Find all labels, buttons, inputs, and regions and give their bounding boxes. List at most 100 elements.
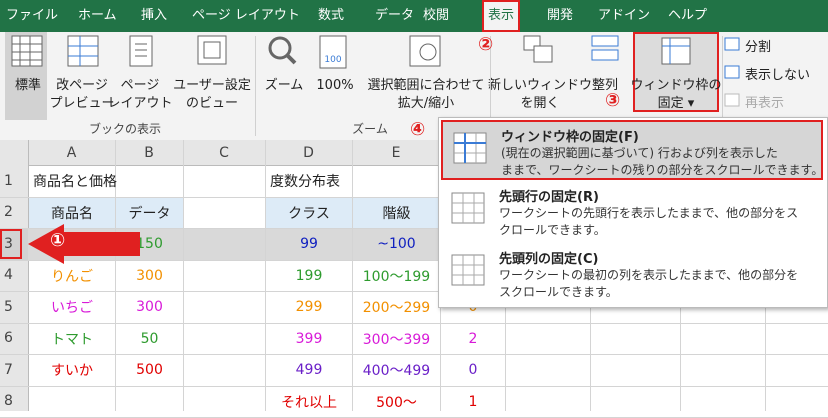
group-label: ブックの表示 xyxy=(88,122,162,136)
small-button[interactable]: 分割 xyxy=(745,40,772,55)
menu-item-title: 先頭列の固定(C) xyxy=(499,252,599,267)
menu-icon xyxy=(451,192,485,224)
cell: データ xyxy=(116,197,183,228)
cell: 商品名と価格 xyxy=(33,174,117,191)
cell: それ以上 xyxy=(281,394,337,411)
ribbon-button-label[interactable]: 整列 xyxy=(591,78,619,93)
menu-item-description: ワークシートの先頭行を表示したままで、他の部分をス xyxy=(499,206,799,220)
ribbon-tab[interactable]: データ xyxy=(375,8,415,23)
cell: 200～299 xyxy=(362,300,431,317)
menu-item-description: クロールできます。 xyxy=(499,223,606,237)
ribbon-button-label[interactable]: プレビュー xyxy=(49,96,115,111)
ribbon-tab[interactable]: 校閲 xyxy=(423,8,450,23)
ribbon: 100 標準 改ページプレビュー ページレイアウト ユーザー設定 のビューブックの表示 ズ… xyxy=(0,32,828,141)
cell: 500 xyxy=(136,362,163,379)
grid-line xyxy=(0,228,828,229)
cell: 299 xyxy=(295,299,323,316)
ribbon-button-label[interactable]: レイアウト xyxy=(107,96,173,111)
cell: 300 xyxy=(136,299,163,316)
ribbon-tab[interactable]: 数式 xyxy=(318,8,345,23)
ribbon-tab[interactable]: 挿入 xyxy=(141,8,168,23)
menu-item-title: 先頭行の固定(R) xyxy=(499,190,599,205)
menu-item-description: スクロールできます。 xyxy=(499,285,618,299)
cell: 0 xyxy=(468,362,478,379)
grid-line xyxy=(183,140,184,411)
row-header: 1 xyxy=(4,172,13,189)
menu-item[interactable]: 先頭行の固定(R) ワークシートの先頭行を表示したままで、他の部分をス クロールでき… xyxy=(441,182,823,242)
column-header: B xyxy=(144,144,154,161)
menu-item[interactable]: ウィンドウ枠の固定(F) (現在の選択範囲に基づいて) 行および列を表示した ままで… xyxy=(441,120,823,180)
cell: 1 xyxy=(468,393,478,410)
ribbon-button-label[interactable]: 改ページ xyxy=(56,78,108,93)
ribbon-button-label[interactable]: を開く xyxy=(520,96,560,111)
grid-line xyxy=(0,385,828,387)
annotation: ④ xyxy=(410,119,426,140)
group-separator xyxy=(255,36,256,136)
ribbon-tab[interactable]: 表示 xyxy=(482,0,521,32)
ribbon-button-label[interactable]: のビュー xyxy=(185,96,239,111)
grid-line xyxy=(265,140,266,411)
ribbon-tab[interactable]: ホーム xyxy=(78,8,117,23)
column-header: C xyxy=(219,144,229,161)
grid-line xyxy=(0,259,828,261)
group-separator xyxy=(490,36,491,136)
column-header: E xyxy=(391,144,401,161)
selected-row-header xyxy=(0,228,28,260)
ribbon-button-label[interactable]: 新しいウィンドウ xyxy=(487,78,593,93)
row-header-bar xyxy=(0,140,29,411)
cell: りんご xyxy=(51,268,93,285)
cell: 度数分布表 xyxy=(270,174,340,191)
annotation: ① xyxy=(50,230,66,251)
row-header: 2 xyxy=(4,204,13,221)
cell: いちご xyxy=(51,300,93,317)
group-separator xyxy=(722,36,723,136)
ribbon-tab[interactable]: ページ レイアウト xyxy=(192,8,300,23)
cell: クラス xyxy=(266,197,352,228)
row-header: 8 xyxy=(4,393,13,410)
ribbon-button-label[interactable]: 拡大/縮小 xyxy=(397,96,455,111)
small-button[interactable]: 再表示 xyxy=(745,96,785,111)
menu-item-description: ままで、ワークシートの残りの部分をスクロールできます。 xyxy=(501,163,824,177)
cell: 500～ xyxy=(376,394,417,411)
row-header: 7 xyxy=(4,361,13,378)
ribbon-button-label[interactable]: 固定 ▾ xyxy=(657,96,695,111)
grid-line xyxy=(352,140,353,411)
menu-icon xyxy=(453,132,487,164)
ribbon-button-label[interactable]: 選択範囲に合わせて xyxy=(367,78,485,93)
cell: ~100 xyxy=(377,236,416,253)
menu-item[interactable]: 先頭列の固定(C) ワークシートの最初の列を表示したままで、他の部分を スクロールで… xyxy=(441,244,823,304)
ribbon-tab[interactable]: ヘルプ xyxy=(668,8,708,23)
menu-icon xyxy=(451,254,485,286)
cell: すいか xyxy=(51,363,93,380)
row-header: 6 xyxy=(4,330,13,347)
freeze-highlight xyxy=(633,32,719,112)
cell: 50 xyxy=(140,330,159,347)
tab-bar: ファイル ホーム 挿入 ページ レイアウト 数式 データ 校閲 表示 開発 アドイン ヘルプ xyxy=(0,0,828,32)
ribbon-tab[interactable]: アドイン xyxy=(598,8,651,23)
arrow-shape xyxy=(28,224,140,264)
menu-item-description: (現在の選択範囲に基づいて) 行および列を表示した xyxy=(501,146,778,160)
ribbon-button-label[interactable]: ページ xyxy=(120,78,160,93)
cell: 2 xyxy=(468,330,478,347)
ribbon-icons: 100 xyxy=(11,35,740,107)
grid-line xyxy=(0,196,828,198)
cell: 階級 xyxy=(353,197,440,228)
row-header: 4 xyxy=(4,267,13,284)
ribbon-tab[interactable]: 開発 xyxy=(547,8,574,23)
ribbon-button-label[interactable]: 標準 xyxy=(14,78,42,93)
cell: 商品名 xyxy=(29,197,115,228)
ribbon-button-label[interactable]: 100% xyxy=(316,78,354,93)
cell: 399 xyxy=(295,330,323,347)
annotation: ② xyxy=(478,34,494,55)
ribbon-tab[interactable]: ファイル xyxy=(6,8,59,23)
freeze-menu: ウィンドウ枠の固定(F) (現在の選択範囲に基づいて) 行および列を表示した ままで… xyxy=(438,117,828,308)
cell: 100～199 xyxy=(362,268,431,285)
grid-line xyxy=(0,322,828,324)
row-highlight xyxy=(0,229,22,259)
cell: 150 xyxy=(136,236,163,253)
ribbon-button-label[interactable]: ズーム xyxy=(264,78,304,93)
small-button[interactable]: 表示しない xyxy=(745,68,811,83)
ribbon-button-label[interactable]: ユーザー設定 xyxy=(173,78,251,93)
ribbon-button-label[interactable]: ウィンドウ枠の xyxy=(630,78,722,93)
